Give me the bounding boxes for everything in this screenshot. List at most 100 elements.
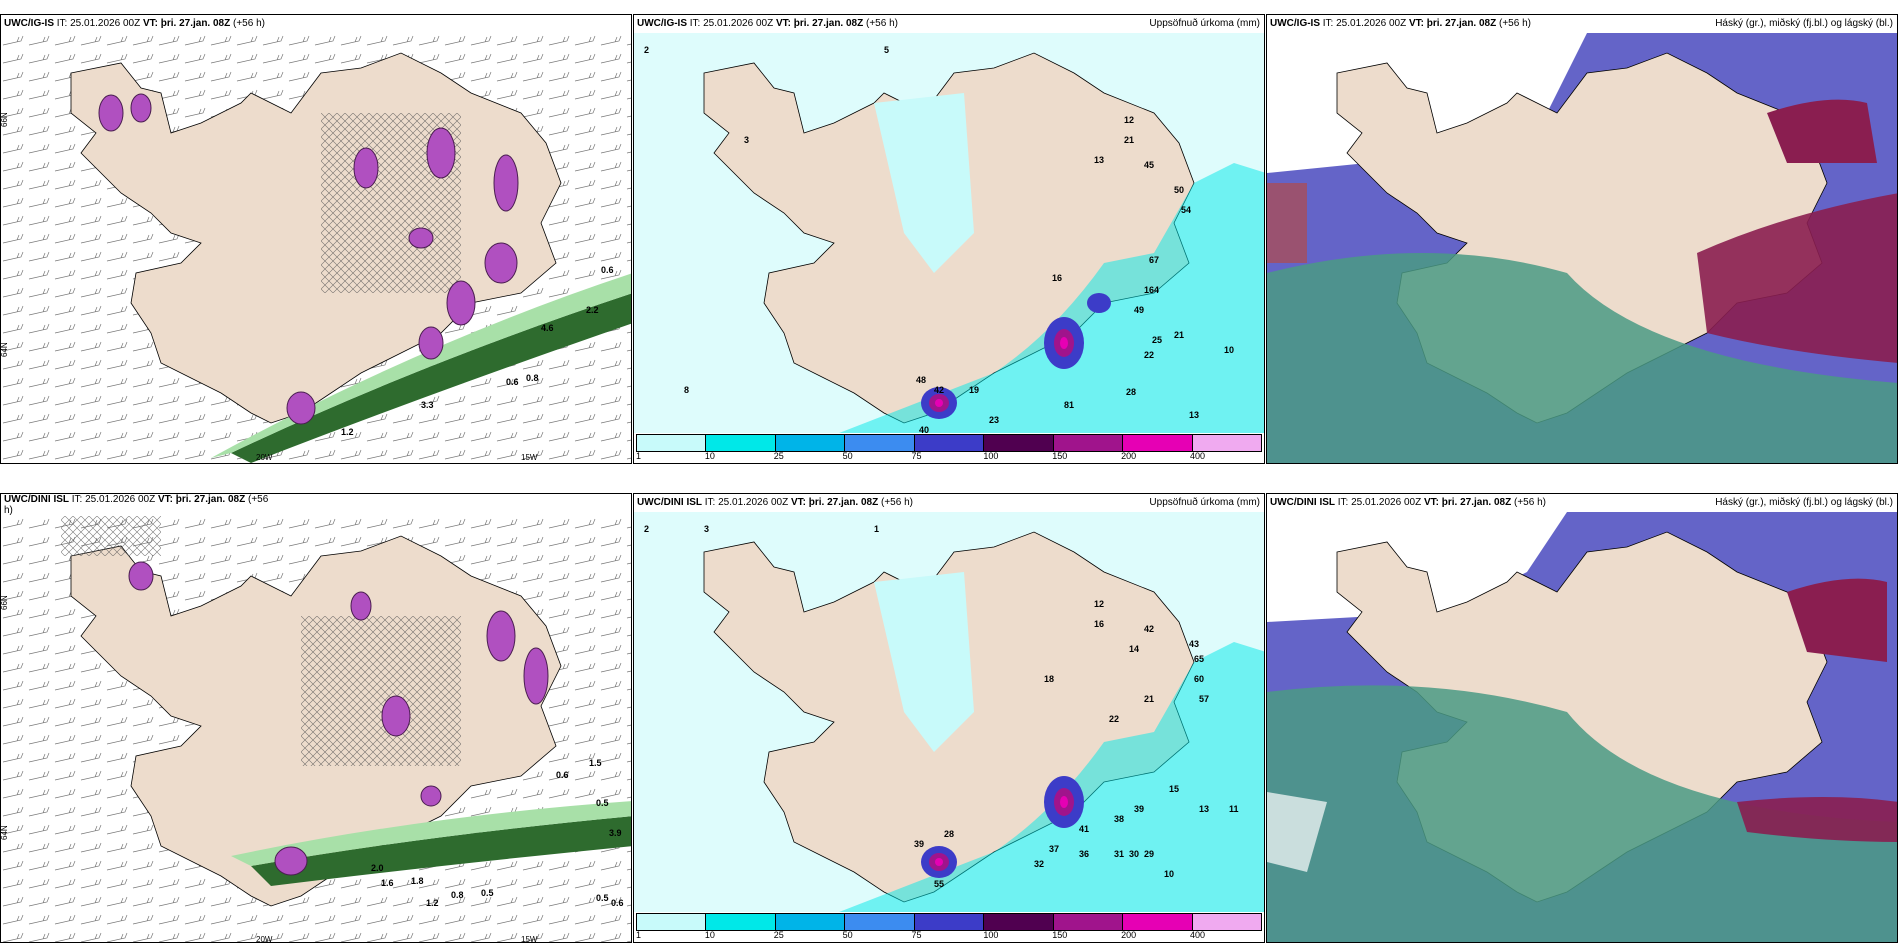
valid-time: þri. 27.jan. 08Z [160, 18, 231, 29]
colorbar-swatch [845, 435, 915, 451]
colorbar-swatch [775, 435, 846, 451]
colorbar-tick: 75 [911, 930, 922, 940]
colorbar-tick: 400 [1190, 451, 1206, 461]
wind-label: 2.0 [371, 863, 384, 873]
it-label: IT: [71, 494, 83, 505]
it-label: IT: [56, 18, 68, 29]
panel-dini-wind: UWC/DINI ISL IT: 25.01.2026 00Z VT: þri.… [0, 493, 632, 943]
wind-labels: 0.6 1.5 0.5 2.0 1.6 1.8 0.8 0.5 1.2 3.9 … [371, 758, 624, 908]
precip-label: 38 [1114, 814, 1124, 824]
precip-label: 28 [1126, 387, 1136, 397]
vt-label: VT: [1408, 18, 1424, 29]
precip-map: 42 19 48 40 23 81 28 22 25 21 10 13 16 4… [634, 33, 1264, 435]
wind-label: 1.6 [381, 878, 394, 888]
model-name: UWC/DINI ISL [1270, 497, 1335, 508]
precip-label: 21 [1174, 330, 1184, 340]
valid-time: þri. 27.jan. 08Z [793, 18, 864, 29]
precip-label: 3 [744, 135, 749, 145]
precip-label: 39 [1134, 804, 1144, 814]
lead-time: (+56 h) [1499, 18, 1531, 29]
it-label: IT: [1322, 18, 1334, 29]
mixed-cloud-area [1267, 183, 1307, 263]
precip-area-cyan [834, 642, 1264, 914]
colorbar-tick: 400 [1190, 930, 1206, 940]
colorbar-tick: 75 [911, 451, 922, 461]
precip-label: 2 [644, 45, 649, 55]
init-time: 25.01.2026 00Z [1351, 497, 1422, 508]
cloud-map [1267, 33, 1897, 463]
colorbar-tick: 1 [636, 930, 642, 940]
init-time: 25.01.2026 00Z [1336, 18, 1407, 29]
precip-label: 32 [1034, 859, 1044, 869]
colorbar-swatch [706, 914, 776, 930]
wind-label: 0.6 [506, 377, 519, 387]
precip-area-cyan [834, 163, 1264, 435]
precip-blobs [98, 93, 519, 425]
colorbar-tick: 10 [704, 930, 715, 940]
precip-label: 43 [1189, 639, 1199, 649]
precip-label: 50 [1174, 185, 1184, 195]
colorbar-tick: 50 [842, 451, 853, 461]
lat-label: 64N [1, 825, 9, 840]
precip-label: 65 [1194, 654, 1204, 664]
panel-dini-clouds: UWC/DINI ISL IT: 25.01.2026 00Z VT: þri.… [1266, 493, 1898, 943]
colorbar-swatch [1123, 435, 1193, 451]
precip-label: 12 [1094, 599, 1104, 609]
axis-labels: 20W 15W 66N 64N [1, 112, 538, 462]
precip-label: 37 [1049, 844, 1059, 854]
wind-map: 0.6 1.5 0.5 2.0 1.6 1.8 0.8 0.5 1.2 3.9 … [1, 516, 631, 943]
panel-header: UWC/IG-IS IT: 25.01.2026 00Z VT: þri. 27… [1267, 15, 1897, 33]
model-name: UWC/IG-IS [637, 18, 687, 29]
colorbar-tick: 25 [773, 930, 784, 940]
precip-label: 1 [874, 524, 879, 534]
vt-label: VT: [790, 497, 806, 508]
precip-label: 29 [1144, 849, 1154, 859]
precip-label: 42 [934, 385, 944, 395]
panel-field-title: Háský (gr.), miðský (fj.bl.) og lágský (… [1715, 497, 1893, 508]
precip-colorbar: 1 10 25 50 75 100 150 200 400 [634, 433, 1264, 463]
high-cloud-area [1697, 193, 1897, 363]
colorbar-swatch [1123, 914, 1193, 930]
precip-label: 42 [1144, 624, 1154, 634]
panel-ig-is-wind: UWC/IG-IS IT: 25.01.2026 00Z VT: þri. 27… [0, 14, 632, 464]
wind-label: 3.3 [421, 400, 434, 410]
precip-label: 54 [1181, 205, 1191, 215]
precip-label: 57 [1199, 694, 1209, 704]
wind-band-light [231, 801, 631, 866]
precip-label: 45 [1144, 160, 1154, 170]
precip-label: 28 [944, 829, 954, 839]
precip-label: 41 [1079, 824, 1089, 834]
colorbar-swatch [845, 914, 915, 930]
lead-time: (+56 h) [881, 497, 913, 508]
precip-label: 49 [1134, 305, 1144, 315]
vt-label: VT: [157, 494, 173, 505]
precip-label: 23 [989, 415, 999, 425]
precip-label: 22 [1144, 350, 1154, 360]
precip-label: 11 [1229, 804, 1239, 814]
it-label: IT: [1337, 497, 1349, 508]
precip-label: 36 [1079, 849, 1089, 859]
wind-band-dark [251, 816, 631, 886]
precip-label: 14 [1129, 644, 1139, 654]
precip-label: 40 [919, 425, 929, 435]
lon-label: 15W [521, 453, 538, 462]
precip-label: 21 [1124, 135, 1134, 145]
colorbar-tick: 10 [704, 451, 715, 461]
init-time: 25.01.2026 00Z [718, 497, 789, 508]
high-cloud-area [1737, 797, 1897, 842]
precip-area-light [874, 572, 974, 752]
vt-label: VT: [1423, 497, 1439, 508]
hatched-area [61, 516, 161, 556]
lead-time-wrap: h) [4, 505, 13, 516]
precip-label: 16 [1052, 273, 1062, 283]
colorbar-tick: 100 [983, 930, 999, 940]
colorbar-tick: 1 [636, 451, 642, 461]
colorbar-swatch [914, 914, 985, 930]
precip-label: 25 [1152, 335, 1162, 345]
panel-ig-is-precip: UWC/IG-IS IT: 25.01.2026 00Z VT: þri. 27… [633, 14, 1265, 464]
init-time: 25.01.2026 00Z [70, 18, 141, 29]
lon-label: 20W [256, 935, 273, 943]
precip-label: 13 [1199, 804, 1209, 814]
model-name: UWC/DINI ISL [4, 494, 69, 505]
wind-band-dark [231, 293, 631, 463]
